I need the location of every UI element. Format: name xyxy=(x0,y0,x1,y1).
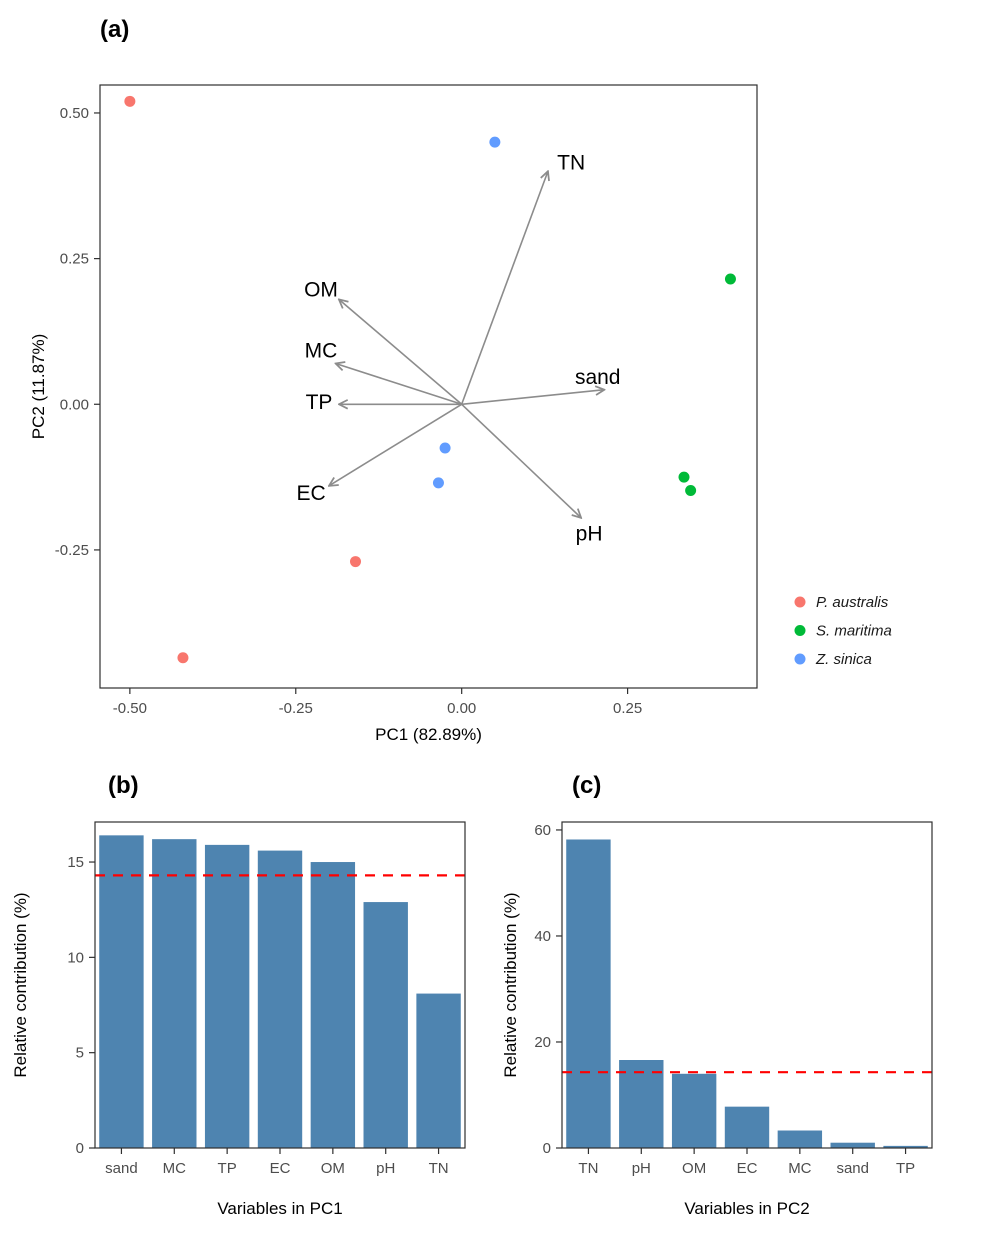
panel-c-label: (c) xyxy=(572,772,602,799)
y-tick-label: 0.50 xyxy=(60,105,89,122)
x-category-label: MC xyxy=(788,1160,811,1177)
loading-arrow-EC xyxy=(329,403,463,486)
x-category-label: pH xyxy=(376,1160,395,1177)
bar-sand xyxy=(830,1142,875,1148)
loading-arrow-MC xyxy=(336,363,462,406)
bar-sand xyxy=(99,835,144,1148)
bar-pH xyxy=(363,902,408,1148)
data-point xyxy=(432,477,444,489)
bar-OM xyxy=(671,1073,717,1148)
x-category-label: pH xyxy=(632,1160,651,1177)
data-point xyxy=(678,471,690,483)
x-category-label: TN xyxy=(578,1160,598,1177)
loading-arrow-sand xyxy=(461,390,605,406)
legend-swatch xyxy=(794,625,806,636)
x-axis-title: PC1 (82.89%) xyxy=(375,725,482,744)
x-category-label: TP xyxy=(896,1160,915,1177)
bar-OM xyxy=(310,862,356,1148)
y-axis-title: Relative contribution (%) xyxy=(501,892,520,1077)
x-category-label: TN xyxy=(429,1160,449,1177)
x-axis-title: Variables in PC1 xyxy=(217,1199,342,1218)
y-tick-label: 0 xyxy=(543,1140,551,1157)
x-axis-title: Variables in PC2 xyxy=(684,1199,809,1218)
pca-biplot-chart: -0.50 -0.25 0.00 0.25 -0.25 0.00 0.25 0.50 PC1 (… xyxy=(29,84,892,744)
loading-label-TN: TN xyxy=(557,151,585,174)
x-category-label: EC xyxy=(737,1160,758,1177)
data-point xyxy=(685,484,697,496)
bar-EC xyxy=(257,850,303,1148)
bar-TN xyxy=(416,993,461,1148)
data-point xyxy=(724,273,736,285)
x-tick-label: 0.25 xyxy=(613,700,642,717)
data-point xyxy=(350,556,361,568)
y-tick-label: 10 xyxy=(67,949,84,966)
y-tick-label: 0.25 xyxy=(60,251,89,268)
x-tick-label: -0.50 xyxy=(113,700,147,717)
loading-arrow-TN xyxy=(460,171,548,405)
bar-EC xyxy=(724,1106,770,1148)
loading-arrow-OM xyxy=(339,299,463,405)
y-tick-label: 40 xyxy=(534,928,551,945)
loading-label-pH: pH xyxy=(576,523,603,546)
y-axis-title: PC2 (11.87%) xyxy=(29,334,48,440)
x-category-label: sand xyxy=(836,1160,869,1177)
y-tick-label: -0.25 xyxy=(55,542,89,559)
data-point xyxy=(489,136,501,148)
bar-MC xyxy=(152,839,197,1148)
plot-panel-border xyxy=(561,821,933,1149)
loading-label-TP: TP xyxy=(306,391,333,414)
panel-a-label: (a) xyxy=(100,16,130,43)
y-tick-label: 60 xyxy=(534,822,551,839)
bar-TP xyxy=(204,844,250,1148)
legend-swatch xyxy=(794,596,806,608)
y-tick-label: 0 xyxy=(76,1140,84,1157)
bar-TP xyxy=(883,1145,928,1148)
pc1-contribution-chart: 0 5 10 15 sand MC TP EC OM pH TN Variables in PC1 Re… xyxy=(11,821,466,1218)
bar-TN xyxy=(566,839,611,1148)
x-category-label: MC xyxy=(163,1160,186,1177)
loading-label-sand: sand xyxy=(575,366,621,389)
legend-label: Z. sinica xyxy=(815,651,872,668)
x-tick-label: 0.00 xyxy=(447,700,476,717)
loading-label-OM: OM xyxy=(304,278,338,301)
x-tick-label: -0.25 xyxy=(279,700,313,717)
data-point xyxy=(124,95,136,107)
y-tick-label: 15 xyxy=(67,854,84,871)
x-category-label: OM xyxy=(682,1160,706,1177)
y-axis-title: Relative contribution (%) xyxy=(11,892,30,1077)
data-point xyxy=(177,652,189,664)
y-tick-label: 5 xyxy=(76,1045,84,1062)
panel-b-label: (b) xyxy=(108,772,139,799)
x-category-label: OM xyxy=(321,1160,345,1177)
x-category-label: sand xyxy=(105,1160,138,1177)
y-tick-label: 20 xyxy=(534,1034,551,1051)
loading-label-MC: MC xyxy=(305,340,338,363)
bar-pH xyxy=(619,1060,664,1148)
x-category-label: TP xyxy=(218,1160,237,1177)
y-tick-label: 0.00 xyxy=(60,396,89,413)
legend-label: S. maritima xyxy=(816,623,892,640)
pc2-contribution-chart: 0 20 40 60 TN pH OM EC MC sand TP Variables in PC2 R… xyxy=(501,821,933,1218)
data-point xyxy=(439,442,451,454)
loading-arrow-pH xyxy=(461,403,581,518)
bar-MC xyxy=(777,1130,823,1148)
loading-label-EC: EC xyxy=(296,482,325,505)
legend-label: P. australis xyxy=(816,594,889,611)
legend-swatch xyxy=(794,653,806,665)
plot-panel-border xyxy=(99,84,758,689)
x-category-label: EC xyxy=(270,1160,291,1177)
